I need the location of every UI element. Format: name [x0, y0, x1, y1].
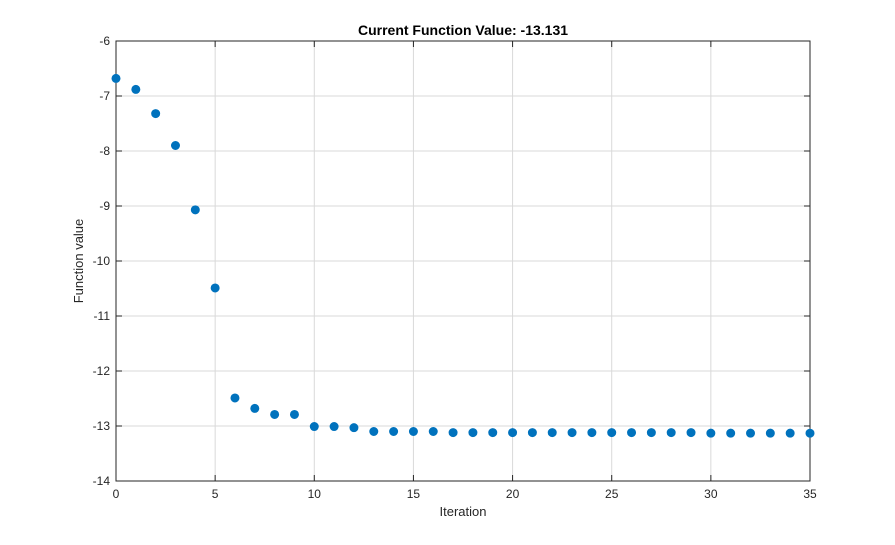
- data-point: [369, 427, 379, 436]
- y-tick-label: -6: [99, 34, 110, 48]
- y-tick-label: -10: [93, 254, 111, 268]
- data-point: [151, 109, 161, 119]
- data-point: [329, 422, 339, 432]
- y-tick-label: -8: [99, 144, 110, 158]
- x-tick-label: 35: [803, 487, 817, 501]
- data-point: [250, 403, 260, 413]
- data-point: [607, 428, 617, 438]
- data-point: [765, 428, 775, 438]
- data-point: [428, 427, 438, 436]
- data-point: [408, 427, 418, 436]
- data-point: [448, 428, 458, 438]
- data-point: [726, 428, 736, 438]
- data-point: [488, 428, 498, 438]
- data-point: [508, 428, 518, 438]
- data-points: [111, 73, 815, 438]
- data-point: [270, 409, 280, 419]
- x-tick-label: 30: [704, 487, 718, 501]
- data-point: [706, 428, 716, 438]
- data-point: [309, 422, 319, 432]
- data-point: [547, 428, 557, 438]
- data-point: [587, 428, 597, 438]
- data-point: [190, 205, 200, 215]
- data-point: [210, 283, 220, 293]
- y-tick-label: -12: [93, 364, 111, 378]
- data-point: [468, 428, 478, 438]
- x-axis-label: Iteration: [440, 504, 487, 519]
- y-tick-label: -7: [99, 89, 110, 103]
- data-point: [785, 428, 795, 438]
- data-point: [527, 428, 537, 438]
- y-tick-label: -11: [94, 309, 111, 323]
- y-tick-label: -9: [99, 199, 110, 213]
- y-tick-label: -13: [93, 419, 111, 433]
- data-point: [131, 84, 141, 94]
- data-point: [646, 428, 656, 438]
- x-tick-label: 0: [113, 487, 120, 501]
- data-point: [666, 428, 676, 438]
- x-tick-label: 15: [407, 487, 421, 501]
- data-point: [686, 428, 696, 438]
- x-tick-label: 20: [506, 487, 520, 501]
- data-point: [746, 428, 756, 438]
- grid: [115, 40, 811, 482]
- y-axis-label: Function value: [71, 219, 86, 304]
- data-point: [389, 427, 399, 436]
- data-point: [627, 428, 637, 438]
- x-tick-label: 25: [605, 487, 619, 501]
- data-point: [111, 73, 121, 83]
- data-point: [349, 423, 359, 433]
- x-tick-label: 10: [308, 487, 322, 501]
- data-point: [170, 141, 180, 150]
- x-tick-label: 5: [212, 487, 219, 501]
- data-point: [805, 428, 815, 438]
- data-point: [230, 393, 240, 403]
- data-point: [289, 409, 299, 419]
- y-tick-label: -14: [93, 474, 111, 488]
- data-point: [567, 428, 577, 438]
- chart-title: Current Function Value: -13.131: [358, 22, 568, 38]
- axis-ticks: 0 5 10 15 20 25 30 35 -14 -13 -12 -11 -10 -9 -8 -7 -6: [93, 34, 817, 501]
